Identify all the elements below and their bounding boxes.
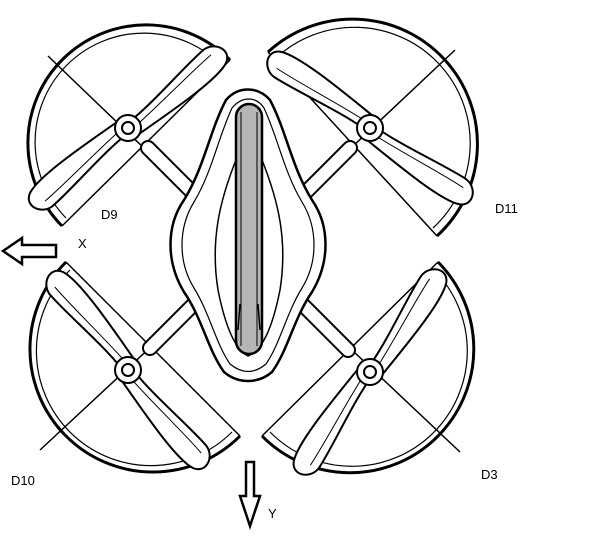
y-axis-label: Y	[268, 506, 277, 521]
rotor-d3	[260, 260, 476, 478]
drone-body	[169, 88, 327, 383]
rotor-label-d11: D11	[495, 201, 518, 216]
rotor-label-d3: D3	[481, 467, 498, 482]
rotor-label-d10: D10	[11, 473, 35, 488]
prop-guard-d9	[26, 23, 232, 228]
left-arrow-icon	[0, 235, 58, 267]
x-axis-label: X	[78, 236, 87, 251]
rotor-label-d9: D9	[101, 207, 118, 222]
rotor-d10	[28, 260, 242, 474]
body-center-strip	[234, 102, 264, 356]
down-arrow-icon	[238, 460, 262, 530]
rotor-d11	[264, 17, 479, 238]
